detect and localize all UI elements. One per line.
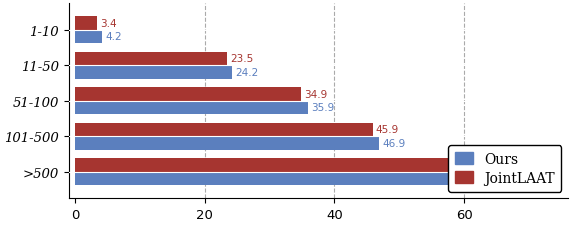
Bar	[75, 137, 379, 150]
Bar	[75, 66, 232, 79]
Text: 67.1: 67.1	[514, 173, 537, 183]
Text: 66.5: 66.5	[510, 160, 533, 170]
Bar	[75, 158, 506, 172]
Bar	[75, 88, 301, 101]
Text: 34.9: 34.9	[305, 90, 328, 99]
Text: 4.2: 4.2	[106, 32, 122, 42]
Text: 24.2: 24.2	[235, 68, 259, 78]
Text: 23.5: 23.5	[231, 54, 254, 64]
Bar	[75, 17, 97, 31]
Text: 35.9: 35.9	[311, 103, 335, 113]
Bar	[75, 101, 308, 115]
Bar	[75, 172, 510, 185]
Text: 3.4: 3.4	[101, 19, 117, 29]
Bar	[75, 31, 102, 44]
Bar	[75, 52, 228, 66]
Text: 45.9: 45.9	[376, 125, 399, 135]
Legend: Ours, JointLAAT: Ours, JointLAAT	[448, 145, 561, 192]
Text: 46.9: 46.9	[383, 138, 406, 148]
Bar	[75, 123, 373, 137]
